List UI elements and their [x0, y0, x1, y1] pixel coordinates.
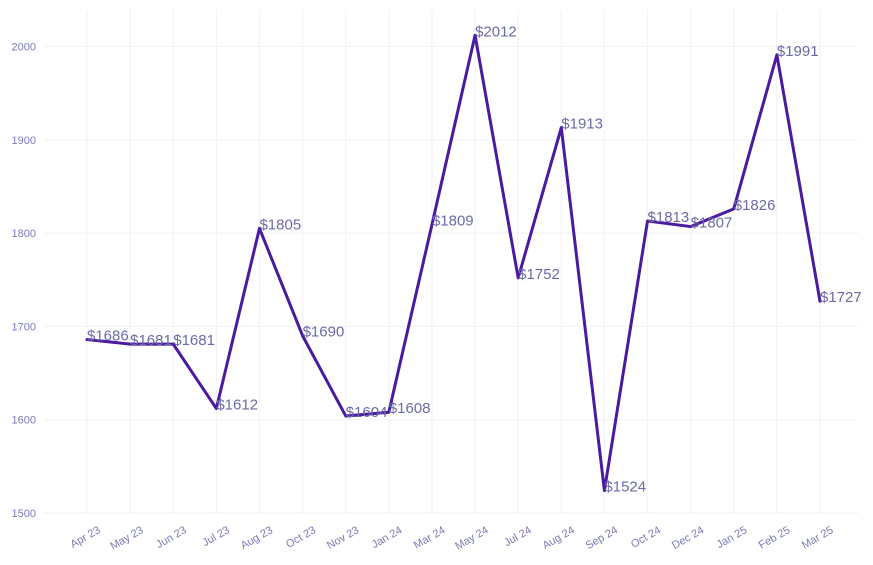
x-tick-label: Apr 23: [68, 524, 102, 551]
x-tick-label: Jul 23: [200, 524, 231, 549]
data-label: $1690: [303, 324, 345, 341]
y-tick-label: 1700: [12, 321, 36, 333]
x-tick-label: Sep 24: [584, 524, 620, 552]
y-tick-label: 1500: [12, 508, 36, 520]
series-line: [85, 33, 822, 493]
x-tick-label: Nov 23: [325, 524, 361, 552]
data-label: $1608: [389, 400, 431, 417]
data-label: $1681: [130, 332, 172, 349]
y-tick-label: 2000: [12, 42, 36, 54]
x-tick-label: Oct 24: [629, 524, 663, 551]
data-label: $1913: [561, 116, 603, 133]
x-tick-label: Jul 24: [502, 524, 533, 549]
x-tick-label: Aug 24: [541, 524, 577, 552]
y-tick-label: 1900: [12, 135, 36, 147]
x-tick-label: Feb 25: [757, 524, 793, 552]
x-tick-label: Mar 25: [800, 524, 836, 552]
x-tick-label: Jun 23: [154, 524, 189, 551]
data-labels: $1686 $1681 $1681$1612$1805$1690$1604 $1608…: [87, 23, 862, 495]
data-label: $1727: [820, 289, 862, 306]
data-label: $1686: [87, 327, 129, 344]
data-label: $1524: [604, 479, 646, 496]
x-axis-ticks: Apr 23 May 23 Jun 23 Jul 23 Aug 23 Oct 23 Nov …: [68, 524, 835, 552]
data-label: $1752: [518, 266, 560, 283]
data-label: $1604: [346, 404, 388, 421]
y-tick-label: 1600: [12, 415, 36, 427]
data-label: $1991: [777, 43, 819, 60]
grid: [44, 10, 858, 514]
data-label: $2012: [475, 23, 517, 40]
data-label: $1807: [691, 215, 733, 232]
data-label: $1813: [648, 209, 690, 226]
x-tick-label: Jan 25: [715, 524, 750, 551]
x-tick-label: May 24: [453, 524, 490, 552]
x-tick-label: Mar 24: [412, 524, 448, 552]
y-tick-label: 1800: [12, 228, 36, 240]
x-tick-label: Oct 23: [284, 524, 318, 551]
data-label: $1805: [259, 216, 301, 233]
x-tick-label: Aug 23: [239, 524, 275, 552]
x-tick-label: Dec 24: [670, 524, 706, 552]
data-label: $1612: [216, 397, 258, 414]
y-axis-ticks: 1500 1600 1700 1800 1900 2000: [12, 42, 36, 521]
data-label: $1809: [432, 213, 474, 230]
data-label: $1826: [734, 197, 776, 214]
data-label: $1681: [173, 332, 215, 349]
x-tick-label: May 23: [108, 524, 145, 552]
x-tick-label: Jan 24: [370, 524, 405, 551]
